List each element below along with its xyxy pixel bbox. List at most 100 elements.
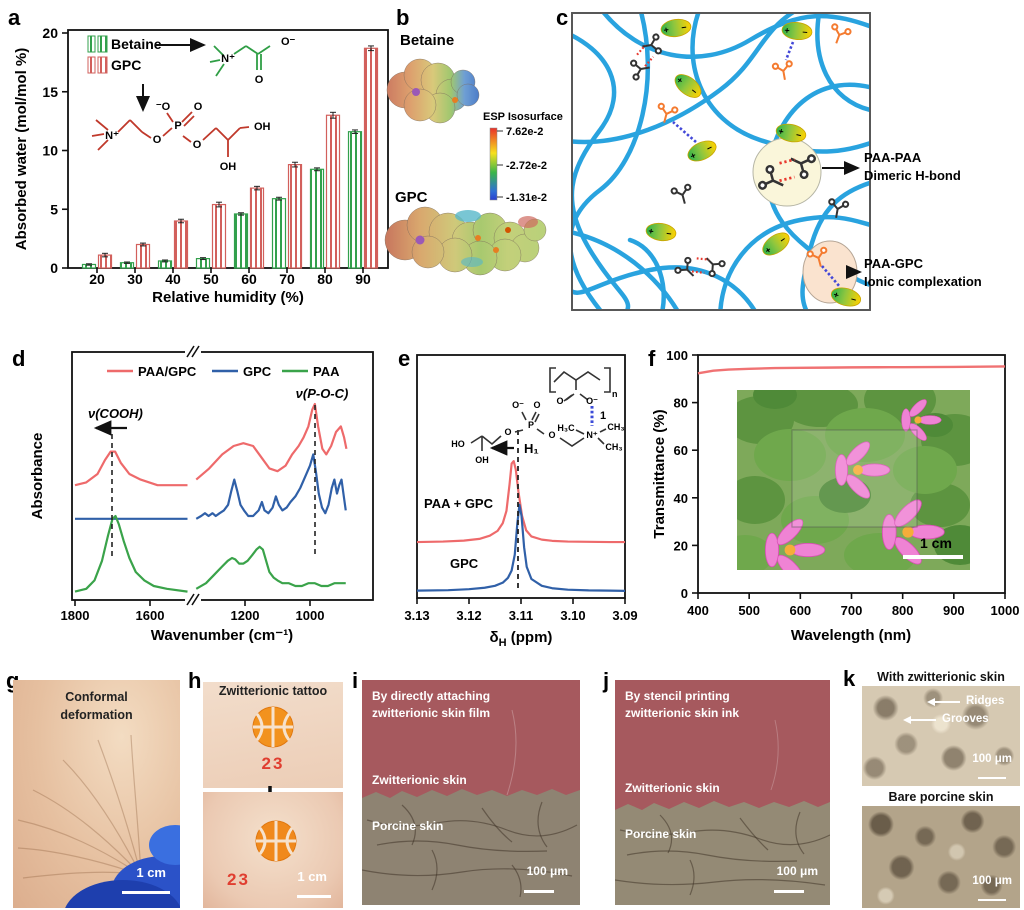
panel-h-photo-bottom: 23 1 cm xyxy=(203,792,343,908)
k-scalebar-top xyxy=(978,776,1006,779)
x-tick-label: 3.13 xyxy=(404,608,429,623)
f-inset-scale-label: 1 cm xyxy=(920,535,952,551)
k-scale-top-label: 100 μm xyxy=(972,753,1012,766)
ftir-legend: PAA/GPC GPC PAA xyxy=(107,364,340,379)
g-caption-line1: Conformal xyxy=(65,690,128,704)
panel-label-f: f xyxy=(648,346,656,371)
betaine-n-label: N⁺ xyxy=(221,53,235,65)
panel-label-i: i xyxy=(352,668,359,693)
e-paa-o: O xyxy=(556,396,563,406)
e-me3: CH₃ xyxy=(605,442,622,452)
g-caption-line2: deformation xyxy=(60,708,133,722)
i-caption-line2: zwitterionic skin film xyxy=(372,706,491,720)
e-xlabel: δH (ppm) xyxy=(490,629,553,649)
x-tick-label: 1000 xyxy=(991,603,1020,618)
x-tick-label: 20 xyxy=(89,271,105,287)
panel-label-b: b xyxy=(396,5,409,30)
c-ann2-line2: Ionic complexation xyxy=(864,274,982,289)
nmr-frame xyxy=(416,354,626,599)
k-title-bottom: Bare porcine skin xyxy=(888,790,994,804)
d-ann-poc: ν(P-O-C) xyxy=(296,386,349,401)
bar-GPC-30 xyxy=(135,243,151,269)
panel-h-photo-top: Zwitterionic tattoo 23 xyxy=(203,682,343,788)
panel-label-h: h xyxy=(188,668,202,693)
b-betaine-label: Betaine xyxy=(400,32,454,49)
bar-Betaine-70 xyxy=(271,198,287,269)
b-gpc-label: GPC xyxy=(395,189,428,206)
k-scalebar-bottom xyxy=(978,898,1006,901)
y-tick-label: 60 xyxy=(674,443,688,458)
h-scalebar xyxy=(297,895,331,898)
f-inset-scalebar xyxy=(903,555,963,559)
y-tick-label: 100 xyxy=(666,348,688,363)
nmr-curves xyxy=(416,460,626,592)
gpc-n-label: N⁺ xyxy=(105,130,119,142)
betaine-ominus-label: O⁻ xyxy=(281,36,296,48)
x-tick-label: 800 xyxy=(892,603,914,618)
gpc-esp-blue-patch xyxy=(455,210,481,222)
gpc-o2-label: O xyxy=(194,101,203,113)
lotus-inset-photo: 1 cm xyxy=(737,390,970,570)
bar-Betaine-60 xyxy=(233,213,249,269)
gpc-o4-label: O xyxy=(193,139,202,151)
e-ann-h1: H₁ xyxy=(524,441,539,456)
a-xlabel: Relative humidity (%) xyxy=(152,289,304,306)
y-tick-label: 0 xyxy=(681,586,688,601)
curve xyxy=(195,453,347,520)
i-scale-label: 100 μm xyxy=(526,863,568,878)
betaine-n-atom-spot xyxy=(412,88,420,96)
panel-i-photo: By directly attaching zwitterionic skin … xyxy=(362,680,580,905)
k-scale-bottom-label: 100 μm xyxy=(972,875,1012,888)
y-tick-label: 20 xyxy=(42,25,58,41)
x-tick-label: 1000 xyxy=(296,608,325,623)
panel-g-photo: Conformal deformation 1 cm xyxy=(13,680,180,908)
bar-GPC-90 xyxy=(363,47,379,269)
g-scalebar xyxy=(122,891,170,894)
x-tick-label: 400 xyxy=(687,603,709,618)
network-frame-border xyxy=(571,12,871,311)
betaine-esp-molecule xyxy=(386,58,480,124)
e-ho: HO xyxy=(451,439,465,449)
x-tick-label: 600 xyxy=(789,603,811,618)
gpc-esp-red-patch xyxy=(518,216,538,228)
curve xyxy=(697,365,1006,375)
j-layer-bottom-label: Porcine skin xyxy=(625,827,697,841)
k-grooves-label: Grooves xyxy=(942,713,989,725)
figure-canvas: + − xyxy=(8,5,1020,649)
nmr-axes: 3.13 3.12 3.11 3.10 3.09 xyxy=(404,598,638,623)
legend-swatch-gpc xyxy=(87,56,96,74)
bar-GPC-40 xyxy=(173,220,189,269)
e-om: O⁻ xyxy=(512,400,524,410)
e-label-mix: PAA + GPC xyxy=(424,496,494,511)
ftir-axes: 1800 1600 1200 1000 xyxy=(61,600,325,623)
esp-title: ESP Isosurface xyxy=(483,111,563,123)
f-ylabel: Transmittance (%) xyxy=(651,409,668,538)
e-p: P xyxy=(528,420,534,430)
panel-label-d: d xyxy=(12,346,25,371)
legend-label-gpc: GPC xyxy=(111,57,141,73)
e-o-dbl: O xyxy=(533,400,540,410)
gpc-o-atom-spot1 xyxy=(475,235,481,241)
legend-swatch-betaine xyxy=(87,35,96,53)
i-layer-bottom-label: Porcine skin xyxy=(372,819,444,833)
d-ann-cooh: ν(COOH) xyxy=(88,406,143,421)
e-paa-om: O⁻ xyxy=(586,396,598,406)
basketball-tattoo-icon xyxy=(255,820,297,862)
bar-GPC-60 xyxy=(249,187,265,269)
ridges-arrow-icon xyxy=(927,697,960,706)
axis-break-icon xyxy=(185,345,201,606)
x-tick-label: 1200 xyxy=(231,608,260,623)
transparent-film-outline xyxy=(791,429,918,528)
c-ann1-line2: Dimeric H-bond xyxy=(864,168,961,183)
legend-label-PAA/GPC: PAA/GPC xyxy=(138,364,197,379)
gpc-oh2-label: OH xyxy=(254,121,271,133)
bar-Betaine-80 xyxy=(309,168,325,269)
bar-GPC-70 xyxy=(287,164,303,269)
y-tick-label: 0 xyxy=(50,260,58,276)
e-label-gpc: GPC xyxy=(450,556,479,571)
x-tick-label: 700 xyxy=(841,603,863,618)
bar-chart-axes: 0 5 10 15 20 20 30 40 50 60 70 80 90 xyxy=(42,25,371,287)
i-caption-line1: By directly attaching xyxy=(372,689,491,703)
h-title: Zwitterionic tattoo xyxy=(218,684,328,698)
panel-j-photo: By stencil printing zwitterionic skin in… xyxy=(615,680,830,905)
